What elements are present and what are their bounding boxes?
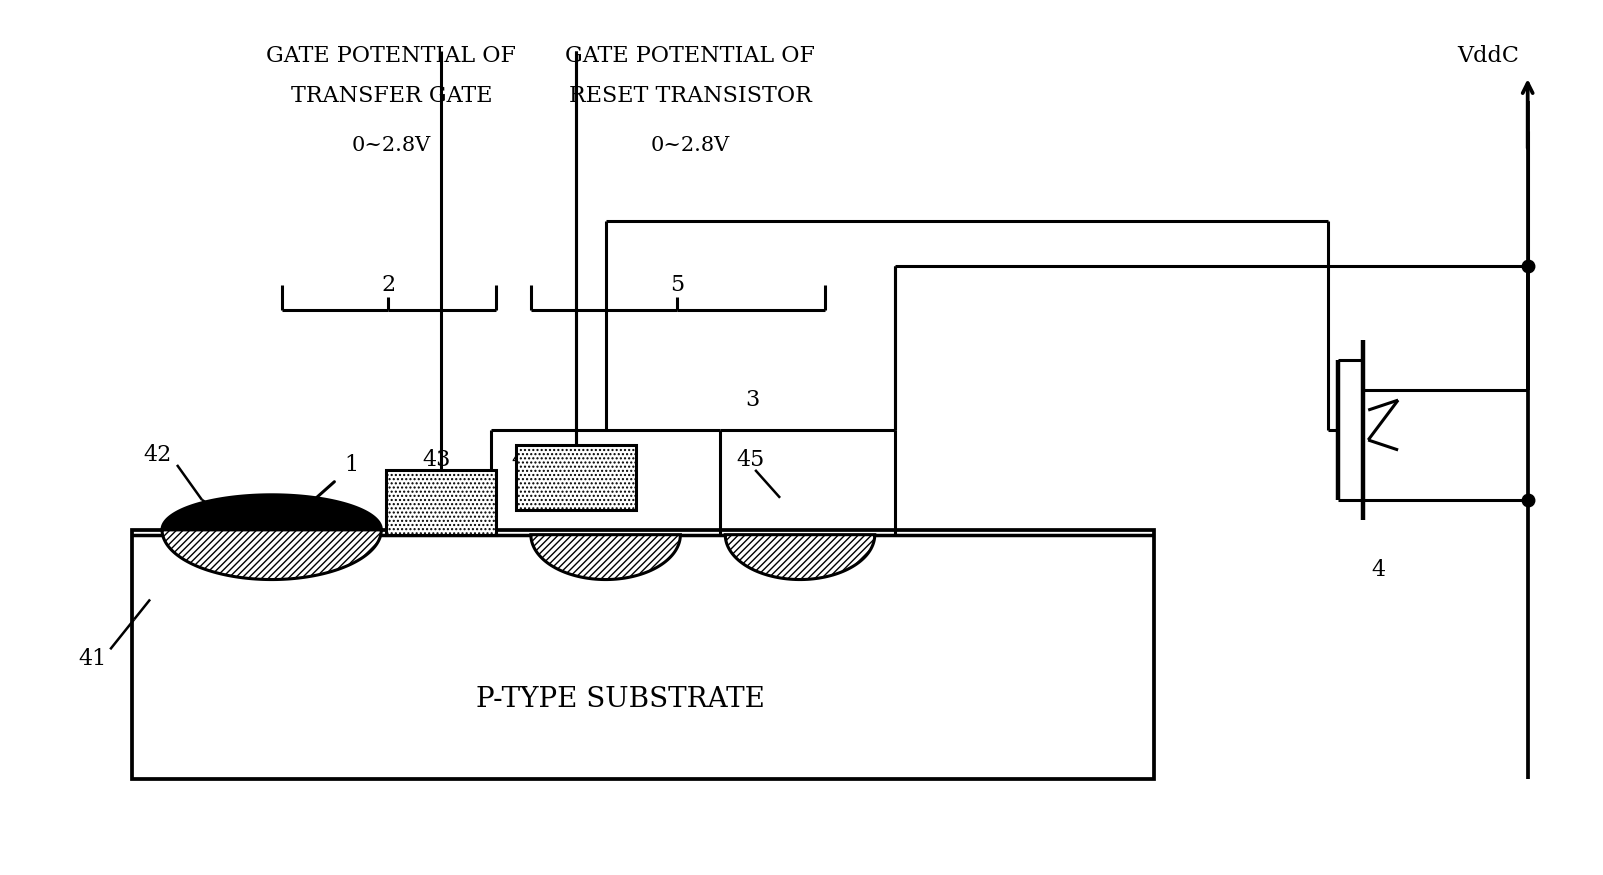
Polygon shape — [725, 535, 875, 579]
Text: 43: 43 — [422, 449, 450, 471]
Text: 44: 44 — [511, 449, 540, 471]
Text: 1: 1 — [345, 454, 359, 476]
Bar — [131, 529, 1154, 779]
Text: 41: 41 — [79, 648, 106, 670]
Bar — [386, 470, 495, 535]
Text: 45: 45 — [736, 449, 765, 471]
Text: 5: 5 — [670, 275, 684, 297]
Text: 0~2.8V: 0~2.8V — [351, 136, 431, 156]
Text: TRANSFER GATE: TRANSFER GATE — [290, 85, 492, 107]
Text: VddC: VddC — [1457, 46, 1518, 67]
Text: 0~2.8V: 0~2.8V — [651, 136, 729, 156]
Text: RESET TRANSISTOR: RESET TRANSISTOR — [569, 85, 811, 107]
Polygon shape — [531, 535, 680, 579]
Text: P-TYPE SUBSTRATE: P-TYPE SUBSTRATE — [476, 686, 765, 712]
Text: 42: 42 — [143, 444, 172, 466]
Text: GATE POTENTIAL OF: GATE POTENTIAL OF — [566, 46, 816, 67]
Text: 4: 4 — [1371, 558, 1385, 581]
Text: GATE POTENTIAL OF: GATE POTENTIAL OF — [266, 46, 516, 67]
Text: 2: 2 — [382, 275, 396, 297]
Bar — [516, 445, 635, 510]
Polygon shape — [162, 495, 382, 529]
Polygon shape — [162, 529, 382, 579]
Text: 3: 3 — [745, 389, 760, 411]
